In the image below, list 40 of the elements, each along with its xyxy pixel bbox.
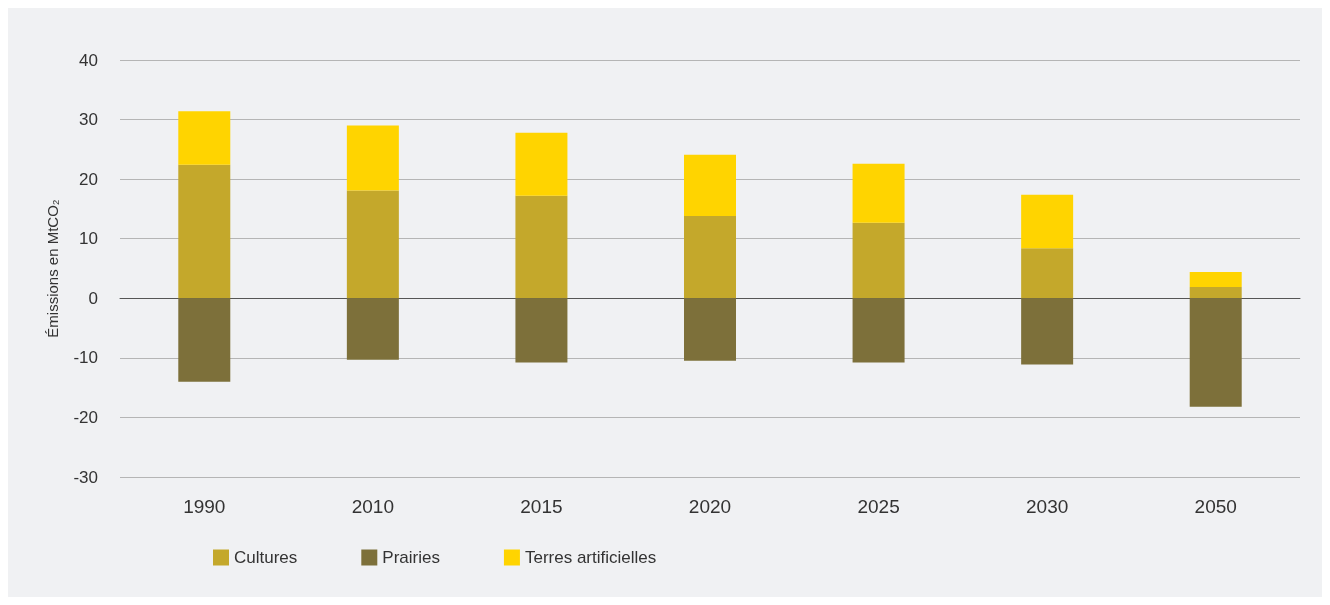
bar — [1021, 194, 1074, 249]
y-tick-label: 0 — [88, 288, 98, 308]
legend-label: Terres artificielles — [524, 548, 657, 567]
y-tick-label: 30 — [79, 110, 98, 130]
bar — [1189, 272, 1242, 287]
x-tick-label: 1990 — [183, 496, 226, 517]
y-tick-label: 20 — [79, 169, 98, 189]
bar — [1021, 298, 1074, 365]
bar — [1189, 298, 1242, 407]
bar — [1021, 248, 1074, 299]
x-tick-label: 2025 — [857, 496, 900, 517]
bar — [178, 111, 231, 165]
bar — [515, 132, 568, 196]
y-tick-label: -20 — [73, 407, 98, 427]
bar — [852, 298, 905, 363]
bar — [852, 222, 905, 299]
bar — [515, 195, 568, 299]
y-tick-label: 10 — [79, 229, 98, 249]
y-tick-label: 40 — [79, 50, 98, 70]
y-tick-label: -30 — [73, 467, 98, 487]
y-tick-label: -10 — [73, 348, 98, 368]
bar — [346, 190, 399, 299]
y-axis-title: Émissions en MtCO₂ — [44, 199, 61, 338]
x-tick-label: 2015 — [520, 496, 563, 517]
bar — [178, 164, 231, 299]
bar — [684, 154, 736, 217]
legend-label: Cultures — [234, 548, 298, 567]
bar — [346, 125, 399, 191]
legend-label: Prairies — [382, 548, 440, 567]
bar — [684, 216, 736, 299]
bar — [346, 298, 399, 360]
bar — [515, 298, 568, 363]
bar — [178, 298, 231, 382]
x-tick-label: 2030 — [1026, 496, 1069, 517]
bar — [852, 163, 905, 223]
bar — [1189, 286, 1242, 299]
x-tick-label: 2010 — [351, 496, 394, 517]
x-tick-label: 2020 — [688, 496, 732, 517]
bar — [684, 298, 736, 361]
x-tick-label: 2050 — [1194, 496, 1237, 517]
